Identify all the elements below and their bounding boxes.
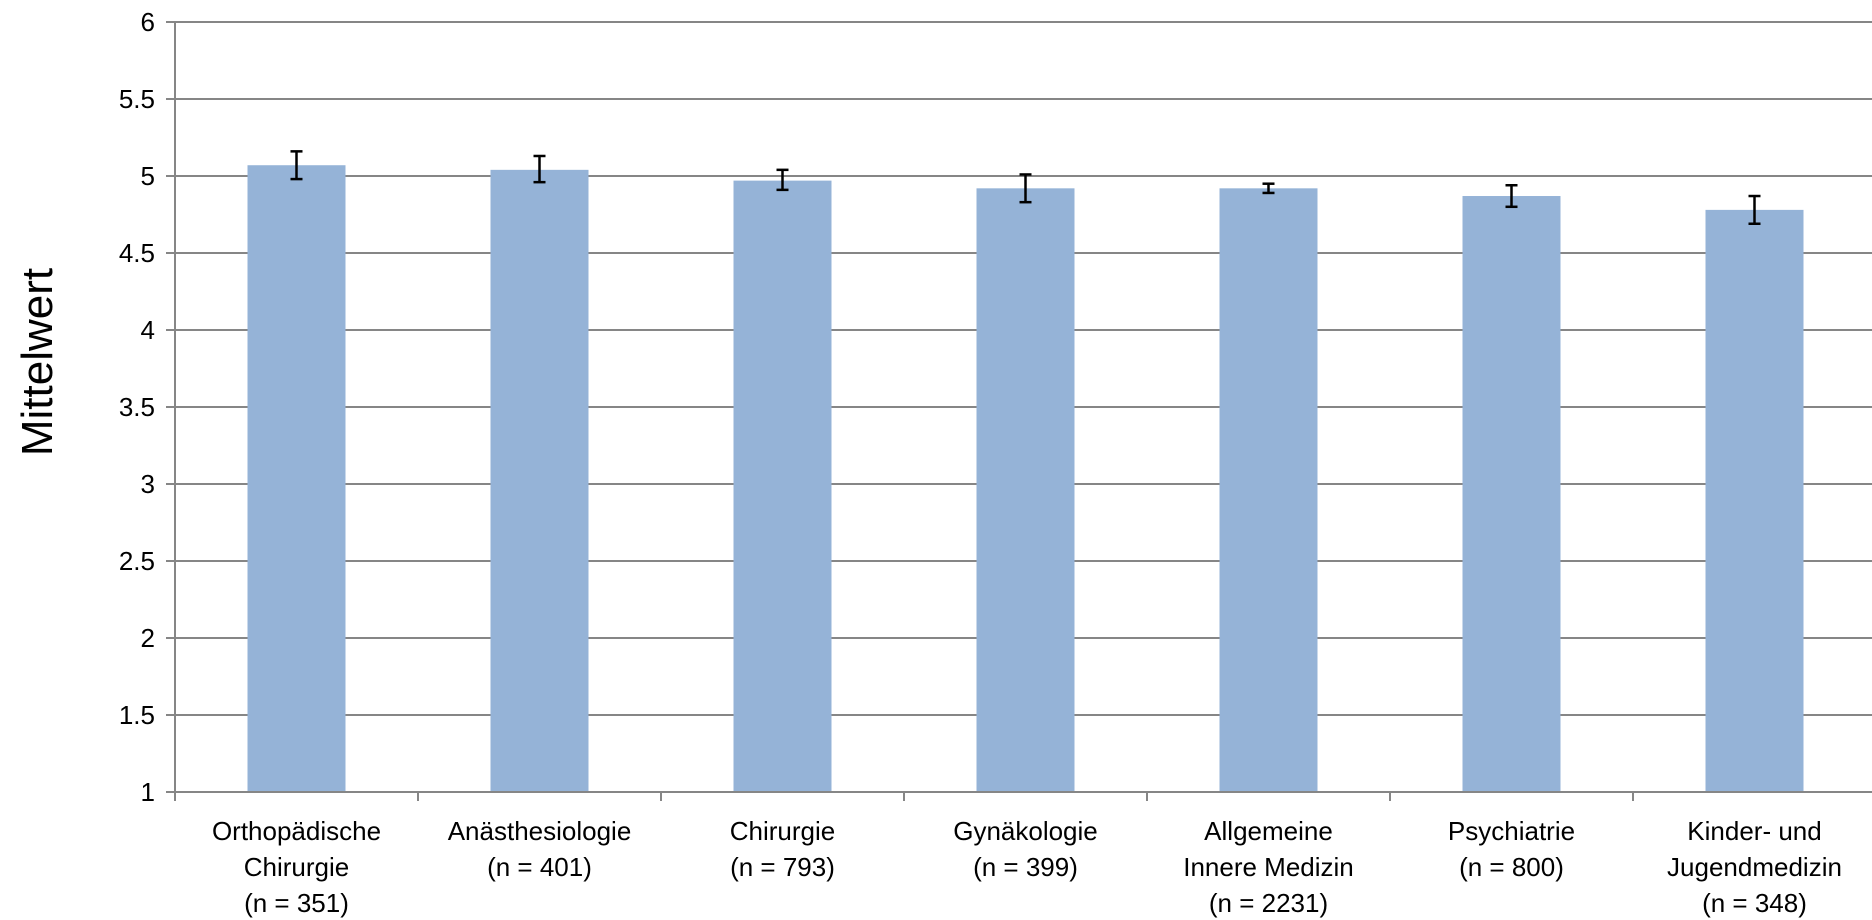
y-tick-label: 4 xyxy=(141,315,155,345)
x-tick-label-line: (n = 399) xyxy=(973,852,1078,882)
x-tick-label-line: (n = 793) xyxy=(730,852,835,882)
y-tick-labels: 1 1.5 2 2.5 3 3.5 4 4.5 5 5.5 6 xyxy=(119,7,155,807)
bars xyxy=(247,165,1804,793)
x-tick-label: Orthopädische Chirurgie (n = 351) xyxy=(212,816,381,918)
bar xyxy=(247,165,346,793)
x-tick-label: Allgemeine Innere Medizin (n = 2231) xyxy=(1183,816,1354,918)
bar xyxy=(1219,188,1318,792)
x-tick-label-line: Jugendmedizin xyxy=(1667,852,1842,882)
x-tick-labels: Orthopädische Chirurgie (n = 351) Anästhesi… xyxy=(212,816,1842,918)
bar xyxy=(1705,209,1804,792)
x-tick-label-line: Chirurgie xyxy=(730,816,836,846)
y-tick-label: 1.5 xyxy=(119,700,155,730)
x-tick-label-line: (n = 348) xyxy=(1702,888,1807,918)
x-tick-label-line: Innere Medizin xyxy=(1183,852,1354,882)
y-tick-label: 3.5 xyxy=(119,392,155,422)
x-tick-label-line: Chirurgie xyxy=(244,852,350,882)
x-tick-label: Anästhesiologie (n = 401) xyxy=(448,816,632,882)
bar xyxy=(490,169,589,793)
y-tick-label: 5 xyxy=(141,161,155,191)
x-tick-label: Gynäkologie (n = 399) xyxy=(953,816,1098,882)
y-tick-label: 2.5 xyxy=(119,546,155,576)
y-tick-label: 2 xyxy=(141,623,155,653)
x-tick-label-line: Orthopädische xyxy=(212,816,381,846)
y-tick-label: 3 xyxy=(141,469,155,499)
x-tick-label-line: Kinder- und xyxy=(1687,816,1821,846)
bar xyxy=(1462,196,1561,792)
x-tick-label-line: (n = 800) xyxy=(1459,852,1564,882)
x-tick-label-line: Anästhesiologie xyxy=(448,816,632,846)
x-tick-label-line: Gynäkologie xyxy=(953,816,1098,846)
x-tick-label-line: (n = 401) xyxy=(487,852,592,882)
x-tick-label-line: (n = 2231) xyxy=(1209,888,1328,918)
y-tick-label: 6 xyxy=(141,7,155,37)
x-tick-label-line: (n = 351) xyxy=(244,888,349,918)
bar xyxy=(733,180,832,792)
y-axis-label: Mittelwert xyxy=(13,268,62,456)
error-bars xyxy=(290,150,1761,225)
axes xyxy=(174,22,1872,801)
x-tick-label-line: Allgemeine xyxy=(1204,816,1333,846)
bar xyxy=(976,188,1075,792)
y-tick-label: 5.5 xyxy=(119,84,155,114)
x-tick-label: Chirurgie (n = 793) xyxy=(730,816,836,882)
x-tick-label: Kinder- und Jugendmedizin (n = 348) xyxy=(1667,816,1842,918)
x-tick-label: Psychiatrie (n = 800) xyxy=(1448,816,1575,882)
x-tick-label-line: Psychiatrie xyxy=(1448,816,1575,846)
y-tick-label: 4.5 xyxy=(119,238,155,268)
y-tick-label: 1 xyxy=(141,777,155,807)
